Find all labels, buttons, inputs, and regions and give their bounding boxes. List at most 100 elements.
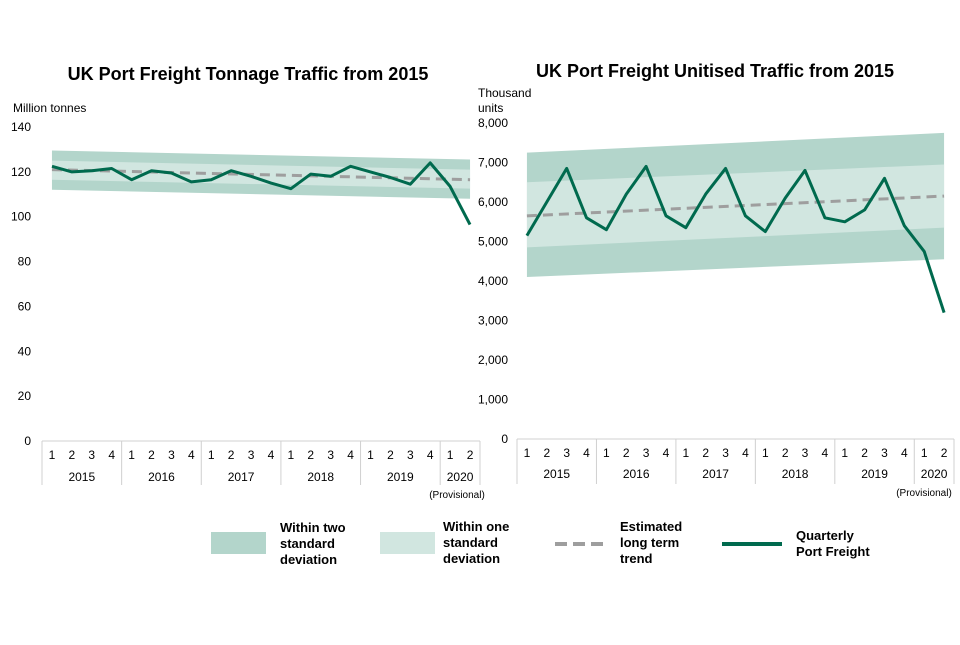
tonnage-y-tick-label: 20 [18, 389, 32, 403]
tonnage-y-tick-label: 80 [18, 255, 32, 269]
unitised-y-ticks: 0 1,000 2,000 3,000 4,000 5,000 6,000 7,000 8,00… [478, 116, 508, 446]
unitised-freight-line [525, 164, 946, 314]
legend-one-sd-line3: deviation [443, 551, 500, 566]
tonnage-quarter-label: 3 [88, 448, 95, 462]
legend-freight-line1: Quarterly [796, 528, 855, 543]
unitised-quarter-label: 3 [643, 446, 650, 460]
unitised-year-label: 2020 [921, 467, 948, 481]
legend-two-sd-line2: standard [280, 536, 335, 551]
tonnage-quarter-label: 2 [228, 448, 235, 462]
tonnage-quarter-label: 3 [327, 448, 334, 462]
unitised-y-tick-label: 2,000 [478, 353, 508, 367]
unitised-chart: UK Port Freight Unitised Traffic from 20… [478, 61, 955, 499]
unitised-year-label: 2016 [623, 467, 650, 481]
tonnage-year-label: 2019 [387, 470, 414, 484]
unitised-quarter-label: 4 [901, 446, 908, 460]
unitised-quarter-label: 2 [941, 446, 948, 460]
tonnage-year-label: 2020 [447, 470, 474, 484]
unitised-quarter-label: 3 [722, 446, 729, 460]
unitised-quarter-label: 4 [583, 446, 590, 460]
unitised-quarter-label: 1 [921, 446, 928, 460]
tonnage-quarter-label: 1 [367, 448, 374, 462]
legend-freight-line2: Port Freight [796, 544, 870, 559]
tonnage-year-label: 2018 [307, 470, 334, 484]
unitised-trend-line [526, 194, 945, 218]
tonnage-quarter-label: 1 [447, 448, 454, 462]
unitised-quarter-label: 1 [603, 446, 610, 460]
tonnage-chart: UK Port Freight Tonnage Traffic from 201… [11, 64, 485, 501]
tonnage-chart-title: UK Port Freight Tonnage Traffic from 201… [68, 64, 429, 84]
tonnage-quarter-label: 4 [347, 448, 354, 462]
tonnage-y-tick-label: 40 [18, 344, 32, 358]
unitised-quarter-label: 1 [682, 446, 689, 460]
unitised-quarter-label: 2 [543, 446, 550, 460]
tonnage-quarter-label: 2 [467, 448, 474, 462]
unitised-quarter-label: 1 [524, 446, 531, 460]
legend-one-sd-line1: Within one [443, 519, 509, 534]
unitised-y-tick-label: 1,000 [478, 393, 508, 407]
unitised-quarter-label: 2 [623, 446, 630, 460]
unitised-quarter-label: 3 [802, 446, 809, 460]
unitised-quarter-label: 1 [841, 446, 848, 460]
unitised-year-label: 2015 [543, 467, 570, 481]
tonnage-quarter-label: 1 [128, 448, 135, 462]
tonnage-quarter-label: 4 [108, 448, 115, 462]
legend-one-sd-swatch [380, 532, 435, 554]
tonnage-lines [51, 161, 472, 226]
tonnage-year-label: 2017 [228, 470, 255, 484]
unitised-y-tick-label: 6,000 [478, 195, 508, 209]
tonnage-y-tick-label: 0 [24, 434, 31, 448]
tonnage-y-tick-label: 60 [18, 299, 32, 313]
tonnage-quarter-label: 3 [168, 448, 175, 462]
unitised-quarter-label: 4 [822, 446, 829, 460]
tonnage-y-tick-label: 140 [11, 120, 31, 134]
unitised-y-tick-label: 7,000 [478, 156, 508, 170]
unitised-year-label: 2017 [702, 467, 729, 481]
tonnage-quarter-label: 4 [268, 448, 275, 462]
tonnage-quarter-label: 1 [49, 448, 56, 462]
tonnage-year-label: 2015 [68, 470, 95, 484]
unitised-y-tick-label: 3,000 [478, 314, 508, 328]
legend: Within two standard deviation Within one… [211, 519, 870, 567]
tonnage-quarter-label: 3 [407, 448, 414, 462]
tonnage-quarter-label: 1 [288, 448, 295, 462]
tonnage-quarter-label: 2 [387, 448, 394, 462]
unitised-quarter-label: 2 [782, 446, 789, 460]
unitised-y-axis-label-line1: Thousand [478, 86, 531, 100]
unitised-y-tick-label: 8,000 [478, 116, 508, 130]
tonnage-y-tick-label: 100 [11, 210, 31, 224]
tonnage-quarter-label: 2 [148, 448, 155, 462]
tonnage-quarter-label: 2 [69, 448, 76, 462]
tonnage-y-ticks: 0 20 40 60 80 100 120 140 [11, 120, 31, 448]
unitised-chart-title: UK Port Freight Unitised Traffic from 20… [536, 61, 894, 81]
unitised-quarter-label: 3 [563, 446, 570, 460]
tonnage-freight-line [51, 161, 472, 226]
unitised-quarter-label: 4 [742, 446, 749, 460]
tonnage-quarter-label: 4 [427, 448, 434, 462]
tonnage-y-tick-label: 120 [11, 165, 31, 179]
unitised-lines [525, 164, 946, 314]
tonnage-trend-line [51, 168, 471, 182]
legend-trend-line3: trend [620, 551, 653, 566]
legend-trend-line2: long term [620, 535, 679, 550]
tonnage-y-axis-label: Million tonnes [13, 101, 86, 115]
unitised-quarter-label: 4 [663, 446, 670, 460]
tonnage-quarter-label: 2 [307, 448, 314, 462]
tonnage-year-label: 2016 [148, 470, 175, 484]
legend-two-sd-swatch [211, 532, 266, 554]
unitised-y-tick-label: 4,000 [478, 274, 508, 288]
unitised-year-label: 2018 [782, 467, 809, 481]
tonnage-provisional-label: (Provisional) [429, 490, 485, 501]
unitised-quarter-label: 2 [702, 446, 709, 460]
unitised-quarter-label: 1 [762, 446, 769, 460]
legend-two-sd-line1: Within two [280, 520, 346, 535]
unitised-year-label: 2019 [861, 467, 888, 481]
unitised-y-tick-label: 0 [501, 432, 508, 446]
tonnage-quarter-label: 4 [188, 448, 195, 462]
legend-two-sd-line3: deviation [280, 552, 337, 567]
legend-trend-line1: Estimated [620, 519, 682, 534]
unitised-quarter-label: 3 [881, 446, 888, 460]
